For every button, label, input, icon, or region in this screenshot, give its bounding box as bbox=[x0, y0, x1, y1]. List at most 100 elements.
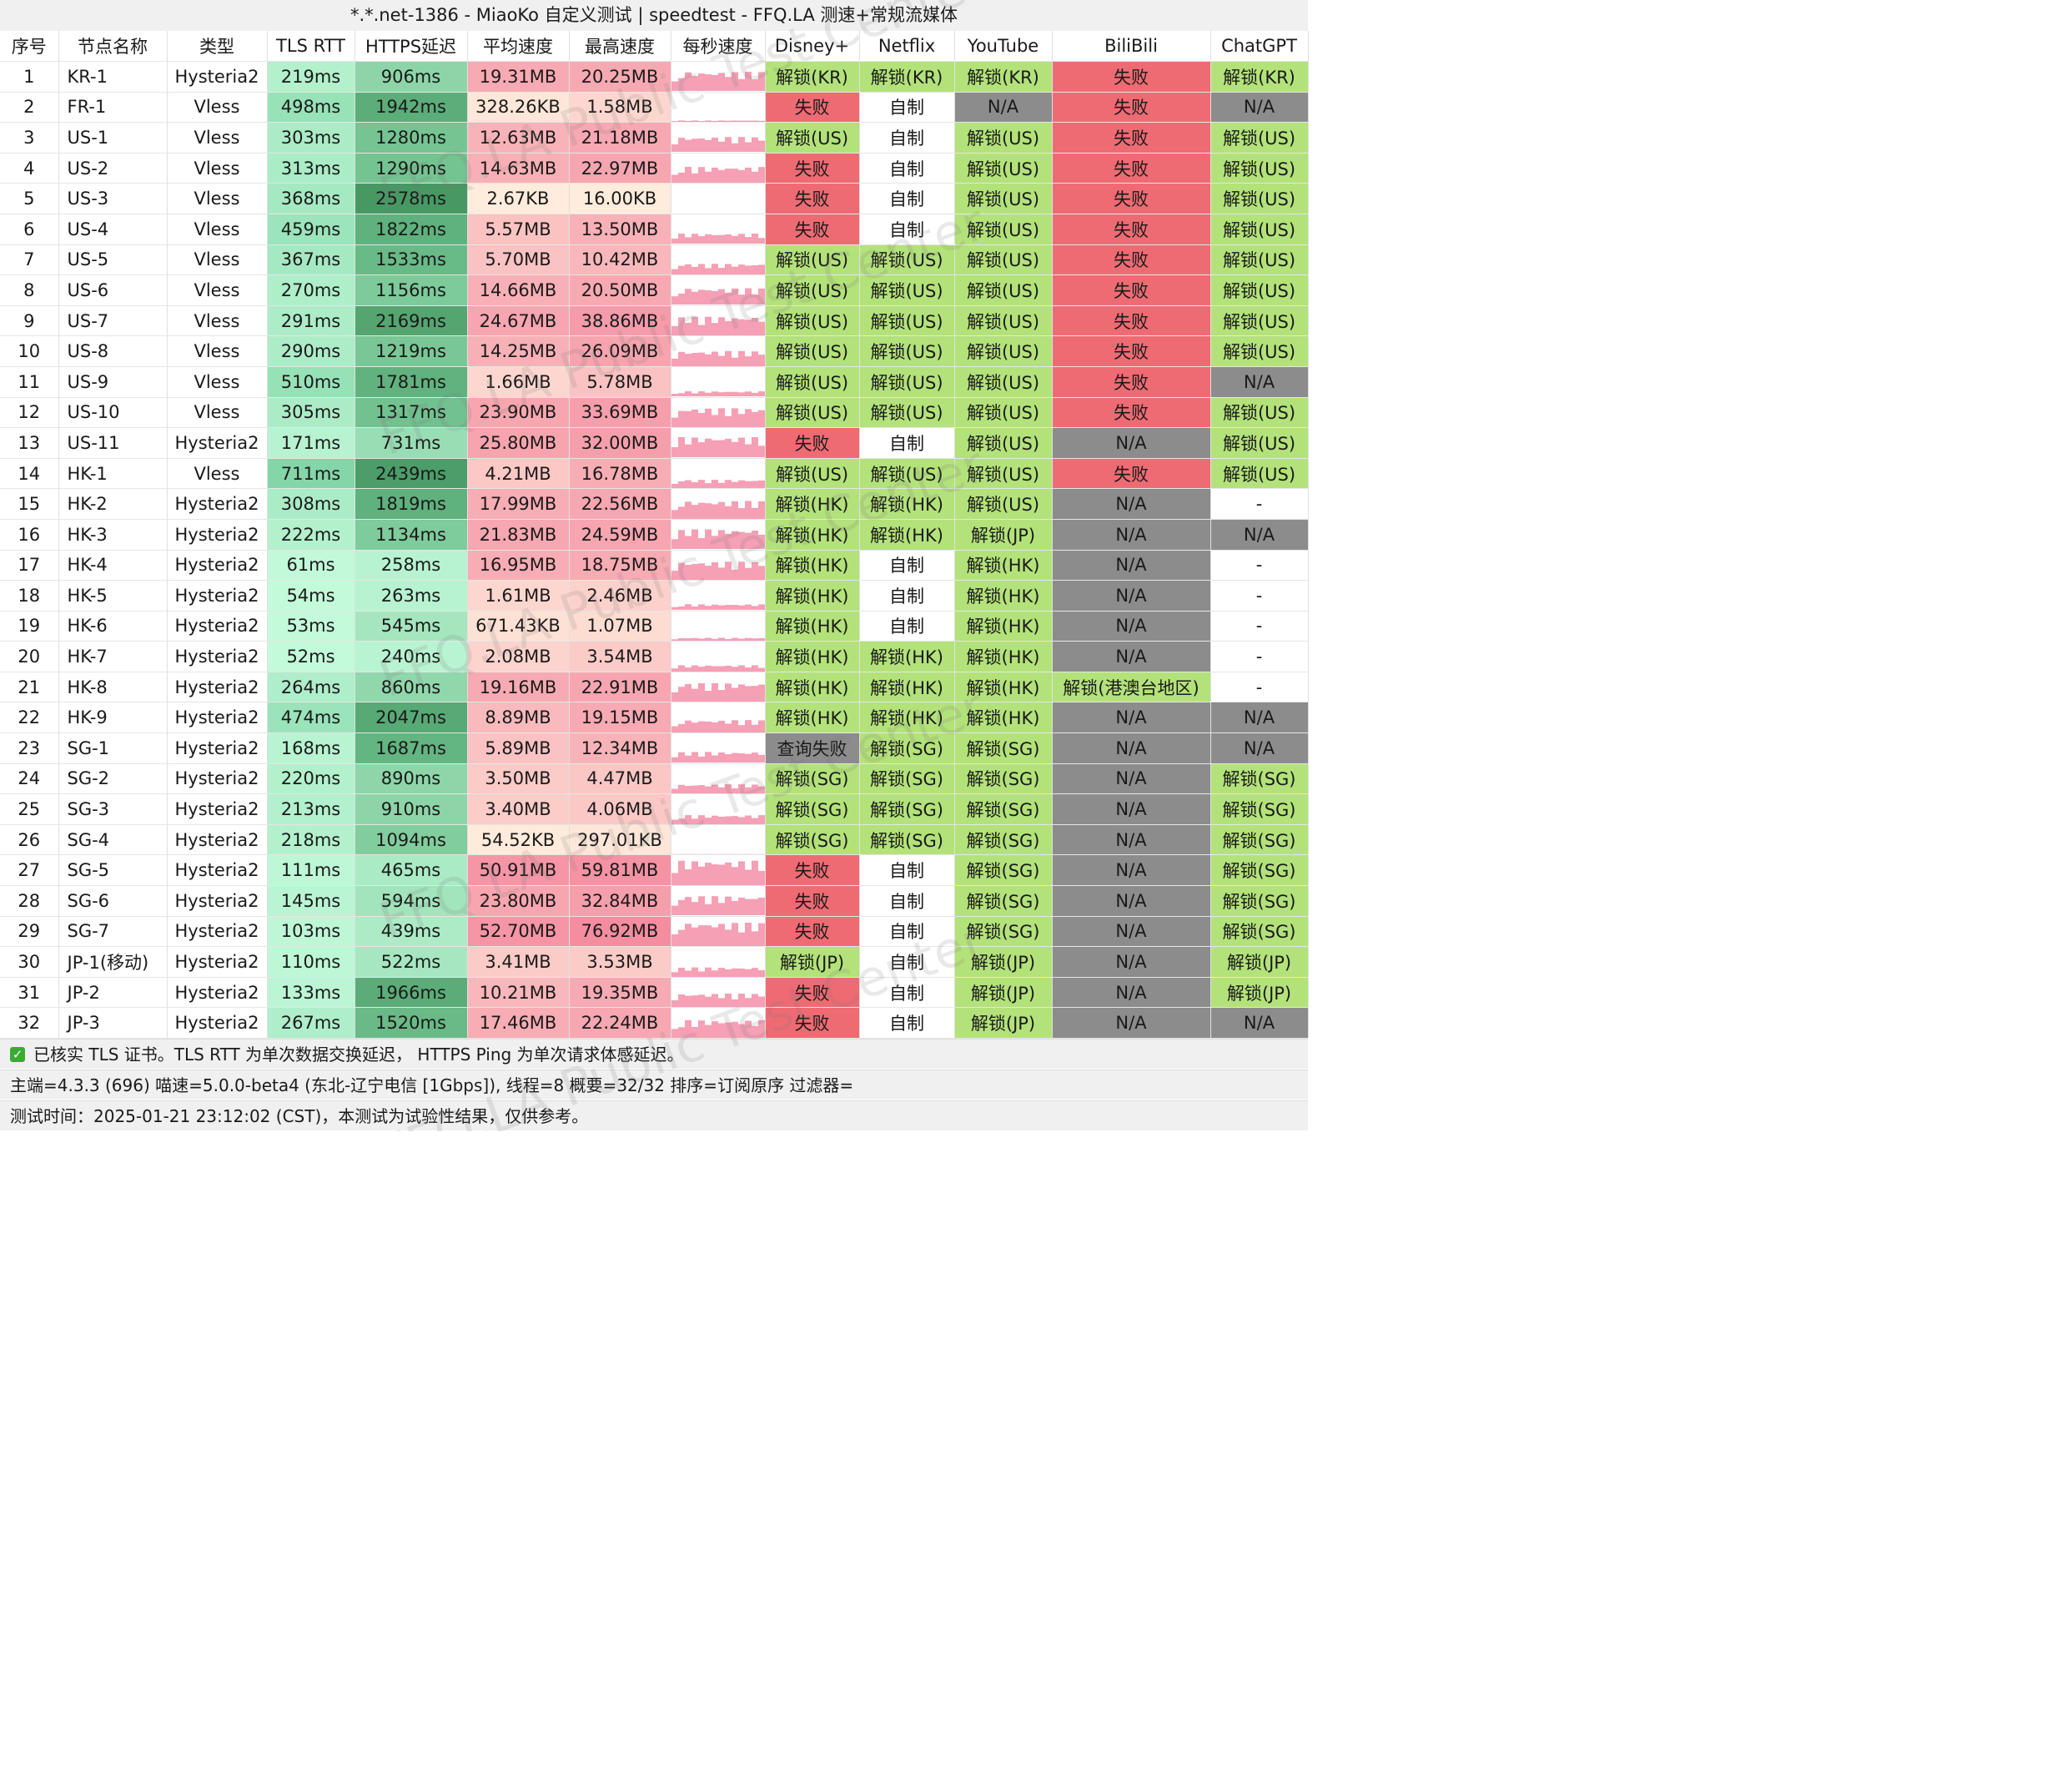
speed-bar bbox=[724, 638, 732, 641]
avg-speed-cell: 2.08MB bbox=[467, 641, 570, 672]
speed-sparkline bbox=[671, 316, 764, 335]
chatgpt-status-cell: N/A bbox=[1210, 366, 1309, 398]
speed-bar bbox=[757, 445, 764, 458]
speed-sparkline-cell bbox=[671, 611, 766, 642]
tls-rtt-cell: 218ms bbox=[267, 824, 355, 856]
speed-bar bbox=[751, 437, 758, 458]
row-index: 16 bbox=[0, 519, 59, 551]
https-latency-cell: 2439ms bbox=[355, 458, 468, 490]
speed-bar bbox=[671, 121, 678, 122]
node-name: HK-3 bbox=[58, 519, 168, 551]
node-type: Hysteria2 bbox=[167, 641, 268, 672]
chatgpt-status-cell: 解锁(SG) bbox=[1210, 854, 1309, 887]
row-index: 25 bbox=[0, 793, 59, 825]
speed-bar bbox=[731, 569, 738, 580]
speed-bar bbox=[731, 1021, 738, 1038]
chatgpt-status-cell: 解锁(US) bbox=[1210, 305, 1309, 337]
avg-speed-cell: 25.80MB bbox=[467, 427, 570, 459]
speed-bar bbox=[677, 173, 685, 183]
speed-sparkline bbox=[671, 604, 764, 611]
speed-bar bbox=[751, 818, 758, 824]
max-speed-cell: 1.07MB bbox=[569, 611, 671, 642]
speed-bar bbox=[697, 721, 705, 732]
chatgpt-status-cell: N/A bbox=[1210, 702, 1309, 734]
speed-bar bbox=[731, 391, 738, 397]
chatgpt-status-cell: 解锁(JP) bbox=[1210, 977, 1309, 1009]
speed-bar bbox=[704, 606, 712, 611]
speed-bar bbox=[717, 482, 725, 488]
speed-bar bbox=[744, 355, 752, 366]
speed-bar bbox=[691, 1026, 698, 1038]
speed-sparkline bbox=[671, 437, 764, 458]
speed-bar bbox=[757, 480, 764, 488]
speed-bar bbox=[684, 237, 692, 244]
youtube-status-cell: 解锁(SG) bbox=[954, 916, 1053, 948]
speed-bar bbox=[744, 320, 752, 335]
speed-bar bbox=[711, 504, 718, 519]
table-body: 1 KR-1 Hysteria2 219ms 906ms 19.31MB 20.25MB 解锁… bbox=[0, 61, 1309, 1039]
speed-bar bbox=[711, 755, 718, 763]
speed-bar bbox=[731, 266, 738, 274]
speed-bar bbox=[697, 925, 705, 946]
avg-speed-cell: 23.90MB bbox=[467, 397, 570, 429]
node-type: Hysteria2 bbox=[167, 427, 268, 459]
speed-bar bbox=[704, 140, 712, 153]
speed-bar bbox=[684, 897, 692, 916]
speed-bar bbox=[737, 561, 745, 580]
speed-bar bbox=[731, 999, 738, 1007]
https-latency-cell: 1687ms bbox=[355, 732, 468, 764]
speed-bar bbox=[704, 721, 712, 732]
chatgpt-status-cell: - bbox=[1210, 550, 1309, 581]
speed-bar bbox=[691, 902, 698, 916]
speed-bar bbox=[677, 753, 685, 763]
speed-bar bbox=[757, 923, 764, 946]
node-name: HK-2 bbox=[58, 488, 168, 520]
max-speed-cell: 20.25MB bbox=[569, 61, 671, 93]
speed-bar bbox=[697, 442, 705, 458]
speed-bar bbox=[677, 506, 685, 519]
speed-bar bbox=[757, 391, 764, 397]
netflix-status-cell: 解锁(US) bbox=[859, 305, 955, 337]
speed-bar bbox=[697, 683, 705, 702]
https-latency-cell: 1317ms bbox=[355, 397, 468, 429]
max-speed-cell: 21.18MB bbox=[569, 122, 671, 154]
speed-bar bbox=[711, 480, 718, 488]
chatgpt-status-cell: 解锁(US) bbox=[1210, 397, 1309, 429]
speed-bar bbox=[717, 753, 725, 763]
speed-bar bbox=[711, 323, 718, 335]
footer-tls-note: ✓ 已核实 TLS 证书。TLS RTT 为单次数据交换延迟， HTTPS Pin… bbox=[0, 1039, 1308, 1069]
speed-bar bbox=[684, 445, 692, 458]
speed-bar bbox=[744, 391, 752, 397]
row-index: 32 bbox=[0, 1007, 59, 1039]
speed-bar bbox=[671, 726, 678, 732]
speed-sparkline-cell bbox=[671, 519, 766, 551]
speed-bar bbox=[724, 862, 732, 885]
speed-bar bbox=[697, 352, 705, 366]
speed-bar bbox=[677, 351, 685, 366]
speed-bar bbox=[737, 531, 745, 550]
disney-status-cell: 解锁(US) bbox=[765, 305, 860, 337]
col-header-node-name: 节点名称 bbox=[58, 31, 168, 62]
table-row: 30 JP-1(移动) Hysteria2 110ms 522ms 3.41MB 3.53M… bbox=[0, 946, 1309, 978]
node-type: Hysteria2 bbox=[167, 885, 268, 917]
disney-status-cell: 解锁(HK) bbox=[765, 672, 860, 703]
speed-bar bbox=[671, 1000, 678, 1007]
row-index: 17 bbox=[0, 550, 59, 581]
speed-bar bbox=[671, 873, 678, 885]
max-speed-cell: 32.84MB bbox=[569, 885, 671, 917]
avg-speed-cell: 23.80MB bbox=[467, 885, 570, 917]
speed-bar bbox=[691, 138, 698, 153]
netflix-status-cell: 解锁(US) bbox=[859, 397, 955, 429]
youtube-status-cell: 解锁(US) bbox=[954, 488, 1053, 520]
youtube-status-cell: 解锁(SG) bbox=[954, 824, 1053, 856]
max-speed-cell: 3.53MB bbox=[569, 946, 671, 978]
speed-bar bbox=[711, 666, 718, 672]
speed-bar bbox=[744, 481, 752, 488]
col-header-netflix: Netflix bbox=[859, 31, 955, 62]
speed-bar bbox=[684, 323, 692, 335]
speed-bar bbox=[691, 504, 698, 519]
speed-bar bbox=[677, 1027, 685, 1038]
speed-bar bbox=[724, 350, 732, 366]
node-name: JP-3 bbox=[58, 1007, 168, 1039]
speed-bar bbox=[724, 169, 732, 183]
